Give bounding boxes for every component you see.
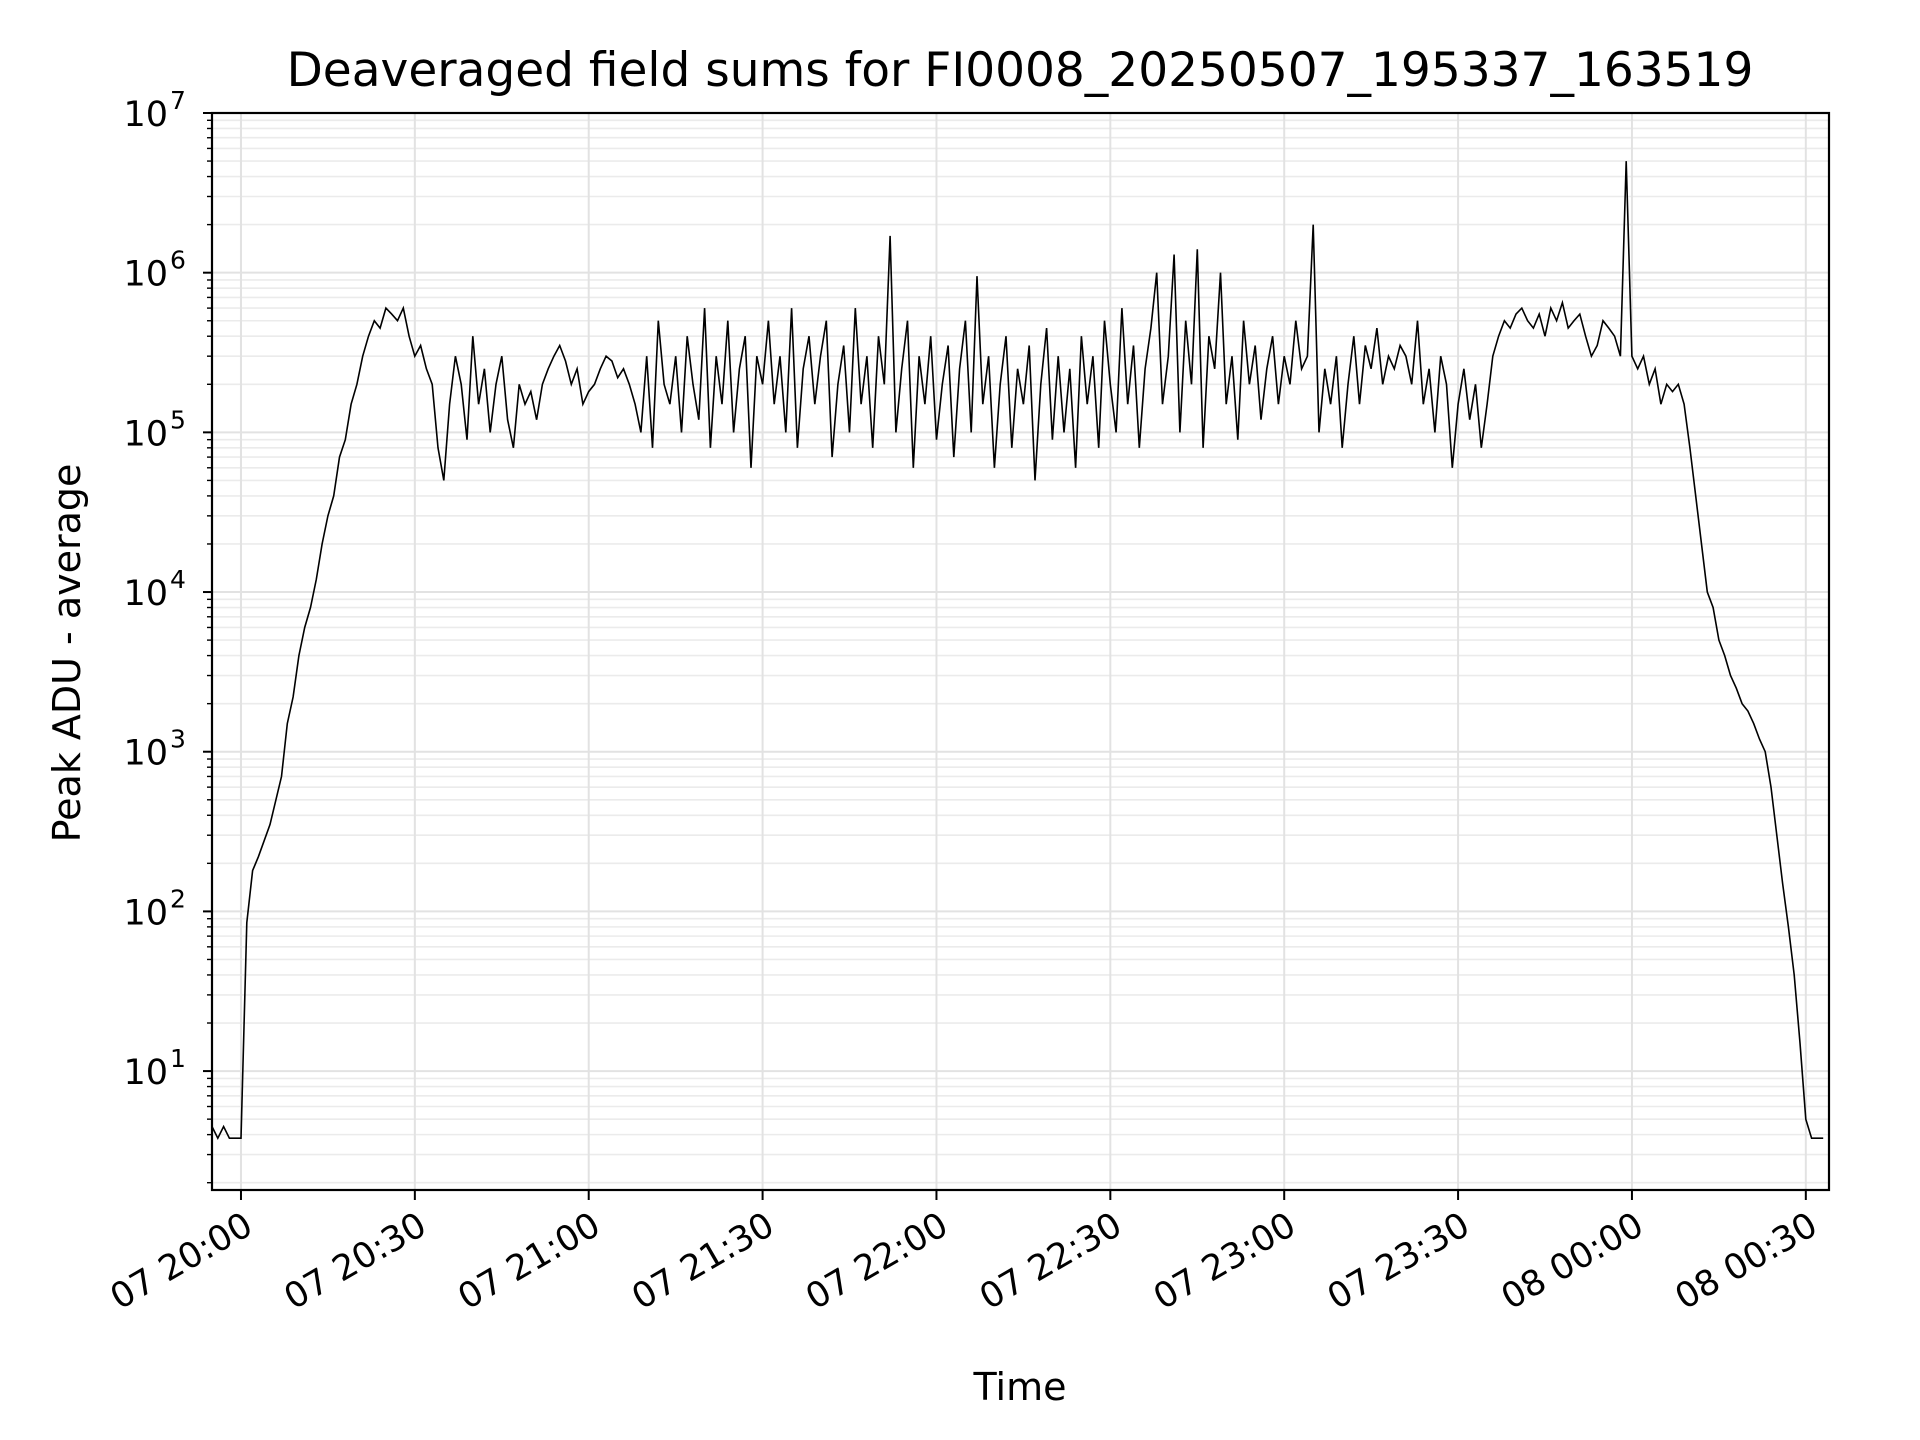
y-tick-label-exponent: 5 — [170, 405, 186, 434]
y-tick-label-exponent: 4 — [170, 565, 186, 594]
plot-frame — [210, 111, 1831, 1192]
y-tick-label: 10 — [123, 255, 168, 295]
x-axis-label: Time — [973, 1365, 1067, 1409]
y-tick-label-exponent: 1 — [170, 1044, 186, 1073]
series-line-0 — [211, 161, 1824, 1141]
y-tick-label: 10 — [123, 1053, 168, 1093]
y-tick-label-exponent: 3 — [170, 725, 186, 754]
y-tick-label: 10 — [123, 574, 168, 614]
data-series — [211, 161, 1824, 1141]
y-tick-label: 10 — [123, 893, 168, 933]
y-tick-label-exponent: 6 — [170, 246, 186, 275]
chart-title: Deaveraged field sums for FI0008_2025050… — [287, 43, 1754, 98]
y-tick-label: 10 — [123, 95, 168, 135]
y-axis-label: Peak ADU - average — [45, 464, 89, 843]
y-tick-label: 10 — [123, 734, 168, 774]
y-tick-label-exponent: 7 — [170, 86, 186, 115]
y-tick-label: 10 — [123, 414, 168, 454]
grid — [212, 112, 1829, 1190]
y-tick-label-exponent: 2 — [170, 884, 186, 913]
axis-ticks — [203, 112, 1807, 1200]
